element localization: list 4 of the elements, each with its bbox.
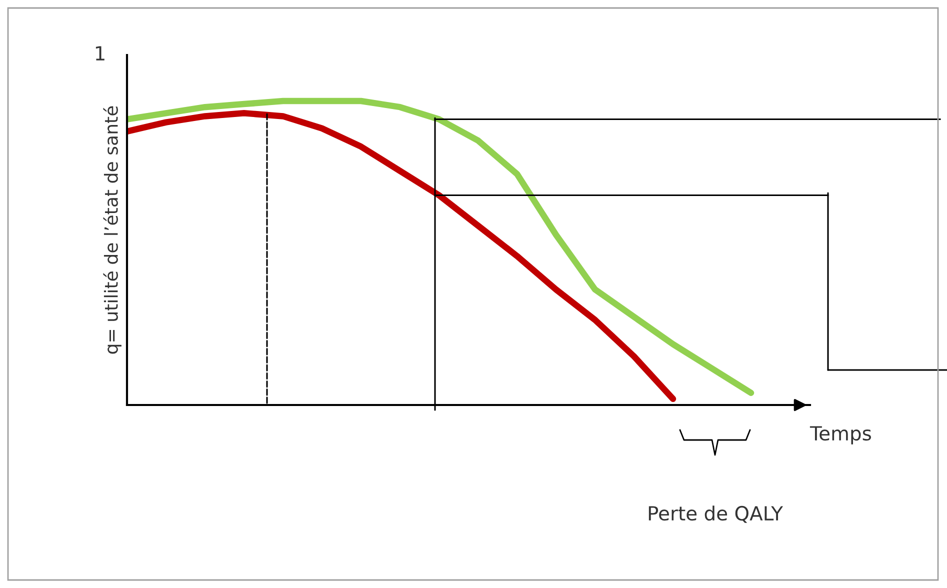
- y-axis-title: q= utilité de l’état de santé: [103, 106, 122, 354]
- text: Perte de QALY: [648, 506, 784, 523]
- text: 1: [96, 46, 104, 60]
- x-axis-title: Temps: [810, 426, 871, 444]
